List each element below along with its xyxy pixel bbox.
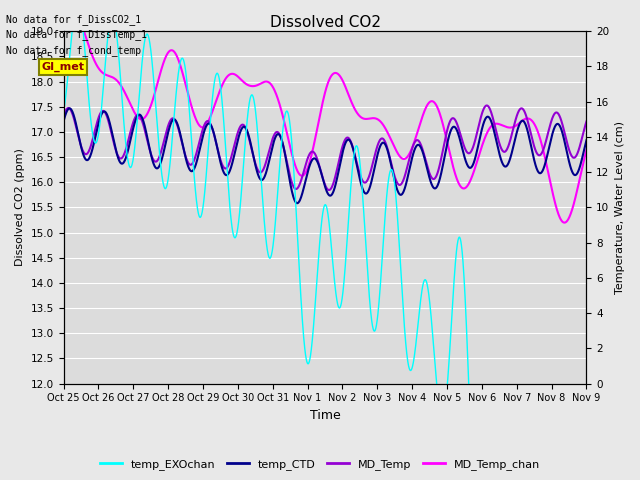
Text: GI_met: GI_met [42, 61, 84, 72]
Y-axis label: Temperature, Water Level (cm): Temperature, Water Level (cm) [615, 121, 625, 294]
Text: No data for f_cond_temp: No data for f_cond_temp [6, 45, 141, 56]
Text: No data for f_DissCO2_1: No data for f_DissCO2_1 [6, 13, 141, 24]
X-axis label: Time: Time [310, 409, 340, 422]
Legend: temp_EXOchan, temp_CTD, MD_Temp, MD_Temp_chan: temp_EXOchan, temp_CTD, MD_Temp, MD_Temp… [95, 455, 545, 474]
Text: No data for f_DissTemp_1: No data for f_DissTemp_1 [6, 29, 147, 40]
Y-axis label: Dissolved CO2 (ppm): Dissolved CO2 (ppm) [15, 148, 25, 266]
Title: Dissolved CO2: Dissolved CO2 [269, 15, 381, 30]
